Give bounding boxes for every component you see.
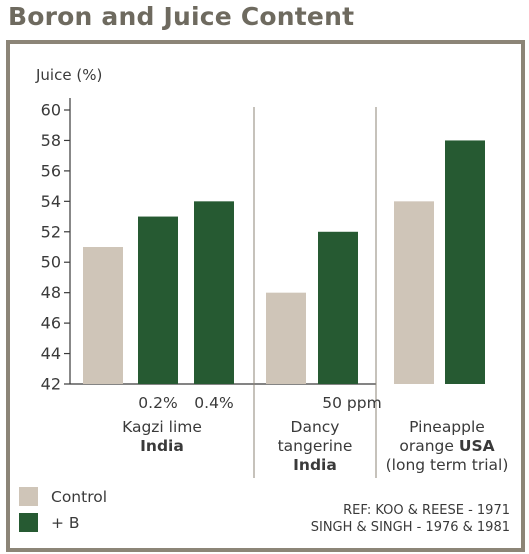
y-tick-label: 48 <box>41 283 61 302</box>
legend-label: Control <box>51 488 107 506</box>
group-label: tangerine <box>278 437 353 455</box>
bar-sublabel: 0.2% <box>138 394 177 412</box>
bar <box>266 292 306 384</box>
bar <box>194 201 234 384</box>
group-label: Pineapple <box>409 418 485 436</box>
chart-title: Boron and Juice Content <box>8 2 355 31</box>
y-tick-label: 52 <box>41 222 61 241</box>
group-label-country: India <box>293 456 337 474</box>
bar <box>83 247 123 384</box>
legend-label: + B <box>51 514 80 532</box>
reference-text: REF: KOO & REESE - 1971 <box>343 503 510 518</box>
chart-frame <box>6 40 525 552</box>
y-tick-label: 56 <box>41 161 61 180</box>
group-label-mixed: orange USA <box>399 437 494 455</box>
bar <box>138 216 178 384</box>
legend-swatch <box>19 487 38 506</box>
bar <box>394 201 434 384</box>
y-tick-label: 54 <box>41 192 61 211</box>
y-tick-label: 46 <box>41 314 61 333</box>
group-label-note: (long term trial) <box>386 456 509 474</box>
group-label: Dancy <box>291 418 340 436</box>
y-axis-label: Juice (%) <box>35 66 102 84</box>
bar-sublabel: 50 ppm <box>322 394 381 412</box>
y-tick-label: 58 <box>41 131 61 150</box>
bar <box>445 140 485 384</box>
y-tick-label: 60 <box>41 101 61 120</box>
bar-sublabel: 0.4% <box>194 394 233 412</box>
reference-text: SINGH & SINGH - 1976 & 1981 <box>311 520 510 535</box>
group-label-country: India <box>140 437 184 455</box>
bar <box>318 231 358 384</box>
legend-swatch <box>19 513 38 532</box>
y-tick-label: 44 <box>41 344 61 363</box>
y-tick-label: 42 <box>41 375 61 394</box>
y-tick-label: 50 <box>41 253 61 272</box>
group-label: Kagzi lime <box>122 418 202 436</box>
